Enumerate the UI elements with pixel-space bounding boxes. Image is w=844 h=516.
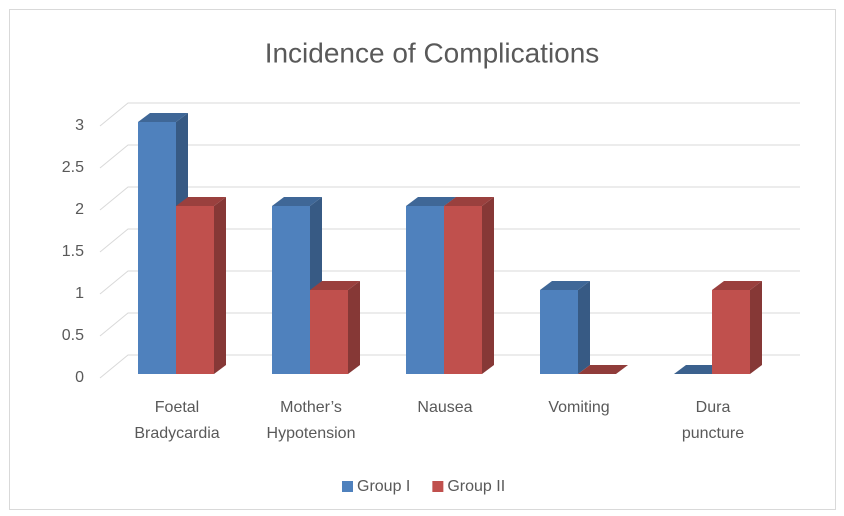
bar-top — [674, 365, 724, 374]
bar — [674, 365, 724, 374]
bar-front — [272, 206, 310, 374]
bar-top — [310, 281, 360, 290]
chart-title: Incidence of Complications — [265, 37, 600, 68]
y-tick-label: 0 — [75, 369, 84, 386]
bar-side — [482, 197, 494, 374]
bar-front — [540, 290, 578, 374]
y-tick-label: 1 — [75, 285, 84, 302]
bar-top — [406, 197, 456, 206]
bar — [176, 197, 226, 374]
grid-line — [99, 102, 800, 127]
legend-swatch — [432, 481, 444, 492]
bar — [444, 197, 494, 374]
bar-side — [578, 281, 590, 374]
x-tick-label: Dura puncture — [682, 399, 744, 442]
x-tick-label: Mother’s Hypotension — [267, 399, 356, 442]
grid-line — [99, 228, 800, 253]
x-tick-label: Vomiting — [548, 399, 609, 416]
bar — [578, 365, 628, 374]
legend-label: Group I — [357, 478, 410, 495]
y-tick-label: 0.5 — [62, 327, 84, 344]
bar — [712, 281, 762, 374]
bar-front — [444, 206, 482, 374]
bar-top — [712, 281, 762, 290]
bar-top — [176, 197, 226, 206]
bar — [310, 281, 360, 374]
bar-side — [348, 281, 360, 374]
y-tick-label: 1.5 — [62, 243, 84, 260]
y-tick-label: 2 — [75, 201, 84, 218]
bar-front — [406, 206, 444, 374]
grid-line — [99, 186, 800, 211]
grid-line — [99, 270, 800, 295]
bar-top — [578, 365, 628, 374]
bar-front — [138, 122, 176, 374]
bar-top — [138, 113, 188, 122]
bar-front — [310, 290, 348, 374]
bar-side — [214, 197, 226, 374]
legend-label: Group II — [447, 478, 505, 495]
x-tick-label: Foetal Bradycardia — [134, 399, 219, 442]
grid-line — [99, 144, 800, 169]
bar-front — [712, 290, 750, 374]
bar-top — [540, 281, 590, 290]
bar-side — [750, 281, 762, 374]
bar-front — [176, 206, 214, 374]
y-tick-label: 2.5 — [62, 159, 84, 176]
x-tick-label: Nausea — [417, 399, 472, 416]
bar-top — [444, 197, 494, 206]
bar-top — [272, 197, 322, 206]
legend-swatch — [342, 481, 353, 492]
y-tick-label: 3 — [75, 117, 84, 134]
bar — [540, 281, 590, 374]
